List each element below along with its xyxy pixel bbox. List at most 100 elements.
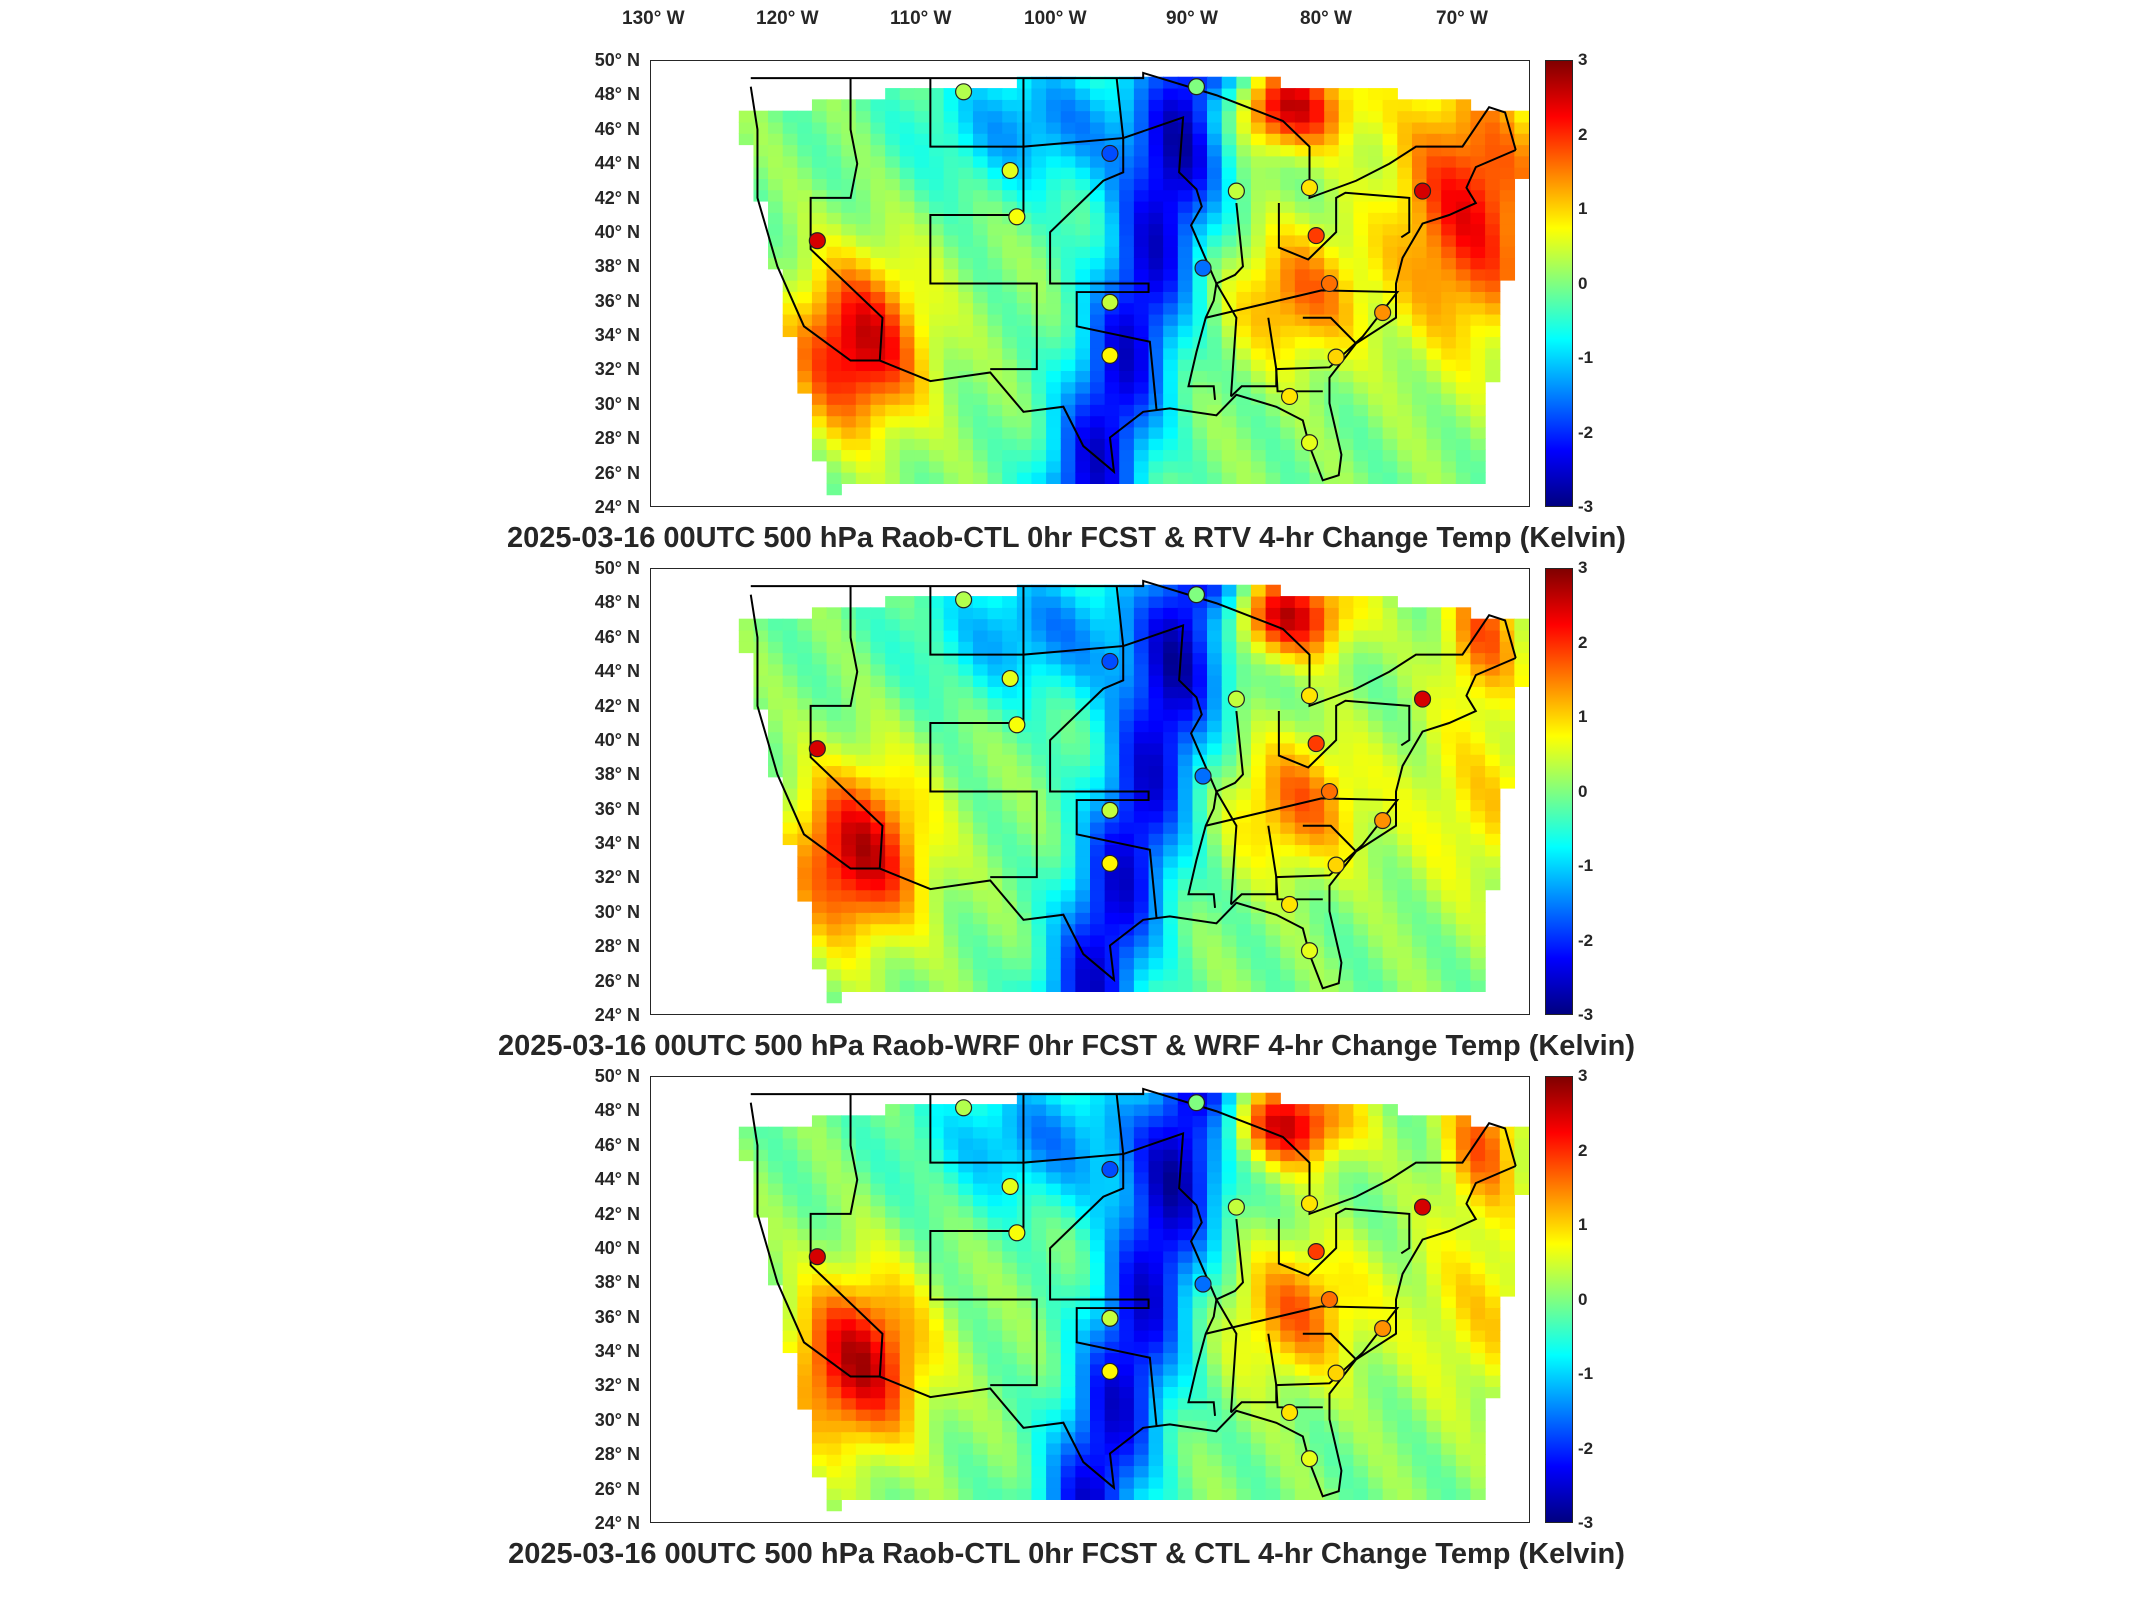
heatmap-cell: [1236, 212, 1252, 225]
heatmap-cell: [1455, 867, 1472, 880]
heatmap-cell: [1353, 144, 1369, 157]
heatmap-cell: [899, 980, 915, 992]
heatmap-cell: [1309, 1341, 1325, 1354]
heatmap-cell: [1426, 742, 1442, 755]
heatmap-cell: [1104, 178, 1120, 191]
heatmap-cell: [929, 167, 945, 179]
heatmap-cell: [1177, 110, 1194, 123]
heatmap-cell: [1090, 957, 1106, 970]
heatmap-cell: [958, 675, 974, 687]
heatmap-cell: [1221, 1216, 1237, 1229]
heatmap-cell: [1002, 607, 1018, 620]
heatmap-cell: [885, 99, 901, 112]
heatmap-cell: [1207, 1126, 1223, 1139]
heatmap-cell: [1265, 1375, 1281, 1388]
heatmap-cell: [914, 1341, 930, 1354]
heatmap-cell: [972, 438, 989, 451]
heatmap-cell: [1309, 325, 1325, 338]
heatmap-cell: [1338, 234, 1354, 247]
heatmap-cell: [1294, 1442, 1311, 1455]
heatmap-cell: [1236, 1273, 1252, 1286]
heatmap-cell: [1104, 844, 1120, 857]
heatmap-cell: [914, 393, 930, 405]
heatmap-cell: [899, 1454, 915, 1467]
heatmap-cell: [855, 234, 872, 247]
heatmap-cell: [1104, 110, 1120, 123]
heatmap-cell: [797, 618, 813, 631]
heatmap-cell: [870, 1137, 886, 1150]
heatmap-cell: [1221, 1115, 1237, 1128]
heatmap-cell: [855, 1420, 872, 1433]
heatmap-cell: [1177, 980, 1194, 992]
heatmap-cell: [1031, 697, 1047, 710]
heatmap-cell: [1514, 110, 1529, 123]
heatmap-cell: [914, 810, 930, 823]
heatmap-cell: [1016, 1442, 1033, 1455]
heatmap-cell: [914, 629, 930, 642]
heatmap-cell: [929, 742, 945, 755]
heatmap-cell: [1324, 675, 1340, 687]
heatmap-cell: [1177, 460, 1194, 473]
heatmap-cell: [811, 799, 828, 812]
heatmap-cell: [1324, 596, 1340, 608]
heatmap-cell: [1265, 742, 1281, 755]
heatmap-cell: [1016, 957, 1033, 970]
heatmap-cell: [1119, 1160, 1135, 1173]
heatmap-cell: [1031, 980, 1047, 992]
heatmap-cell: [1148, 754, 1164, 767]
heatmap-cell: [1382, 393, 1398, 405]
heatmap-cell: [1338, 697, 1354, 710]
heatmap-cell: [1207, 167, 1223, 179]
heatmap-cell: [1163, 1307, 1179, 1320]
heatmap-cell: [1294, 663, 1311, 676]
heatmap-cell: [914, 1454, 930, 1467]
heatmap-cell: [943, 1250, 959, 1263]
heatmap-cell: [1221, 200, 1237, 213]
heatmap-cell: [1250, 765, 1267, 778]
heatmap-cell: [1470, 178, 1486, 191]
heatmap-cell: [1119, 754, 1135, 767]
heatmap-cell: [943, 268, 959, 281]
heatmap-cell: [1455, 878, 1472, 891]
heatmap-cell: [943, 708, 959, 721]
heatmap-cell: [914, 268, 930, 281]
heatmap-cell: [1002, 472, 1018, 484]
heatmap-cell: [1470, 189, 1486, 202]
heatmap-cell: [1426, 212, 1442, 225]
heatmap-cell: [1353, 641, 1369, 654]
heatmap-cell: [855, 347, 872, 360]
heatmap-cell: [1397, 686, 1413, 699]
heatmap-cell: [1031, 1092, 1047, 1105]
heatmap-cell: [855, 291, 872, 304]
heatmap-cell: [1382, 246, 1398, 259]
map-plot: [650, 60, 1530, 507]
heatmap-cell: [1280, 1454, 1296, 1467]
heatmap-cell: [1411, 99, 1428, 112]
heatmap-cell: [1075, 1239, 1091, 1252]
heatmap-cell: [811, 1183, 828, 1195]
heatmap-cell: [1470, 912, 1486, 925]
heatmap-cell: [1075, 1216, 1091, 1229]
heatmap-cell: [1192, 1183, 1208, 1195]
heatmap-cell: [1324, 121, 1340, 134]
heatmap-cell: [1002, 347, 1018, 360]
heatmap-cell: [1426, 833, 1442, 846]
heatmap-cell: [943, 1160, 959, 1173]
heatmap-cell: [1324, 1341, 1340, 1354]
heatmap-cell: [1133, 1454, 1150, 1467]
heatmap-cell: [987, 652, 1003, 665]
heatmap-cell: [738, 641, 755, 654]
heatmap-cell: [1338, 923, 1354, 936]
heatmap-cell: [1294, 1137, 1311, 1150]
heatmap-cell: [811, 697, 828, 710]
heatmap-cell: [797, 833, 813, 846]
heatmap-cell: [1426, 629, 1442, 642]
heatmap-cell: [1265, 1307, 1281, 1320]
heatmap-cell: [1441, 889, 1457, 902]
heatmap-cell: [1119, 1183, 1135, 1195]
heatmap-cell: [1441, 393, 1457, 405]
boundary-line: [1267, 317, 1323, 393]
heatmap-cell: [958, 167, 974, 179]
heatmap-cell: [1397, 460, 1413, 473]
heatmap-cell: [811, 1194, 828, 1207]
